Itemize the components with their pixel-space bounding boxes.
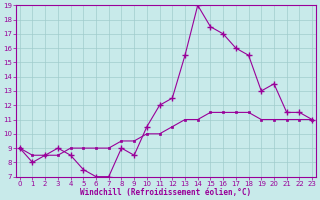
X-axis label: Windchill (Refroidissement éolien,°C): Windchill (Refroidissement éolien,°C) <box>80 188 252 197</box>
